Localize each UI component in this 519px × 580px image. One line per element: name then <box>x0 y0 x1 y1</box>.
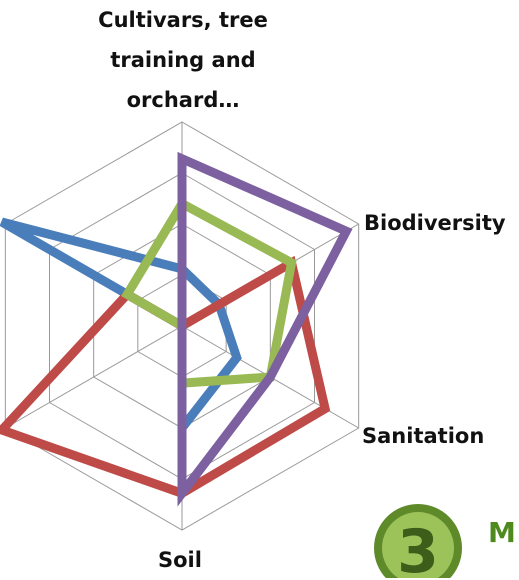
spoke <box>5 325 183 429</box>
logo-text: M <box>488 516 516 549</box>
axis-label: Soil <box>158 548 202 572</box>
axis-label: Cultivars, tree training and orchard… <box>98 8 268 112</box>
series-line <box>0 255 331 499</box>
axis-label: Biodiversity <box>364 211 506 235</box>
logo-disc <box>382 512 454 578</box>
logo-number: 3 <box>397 517 439 578</box>
series-line <box>177 151 353 507</box>
axis-label: Sanitation <box>362 424 485 448</box>
